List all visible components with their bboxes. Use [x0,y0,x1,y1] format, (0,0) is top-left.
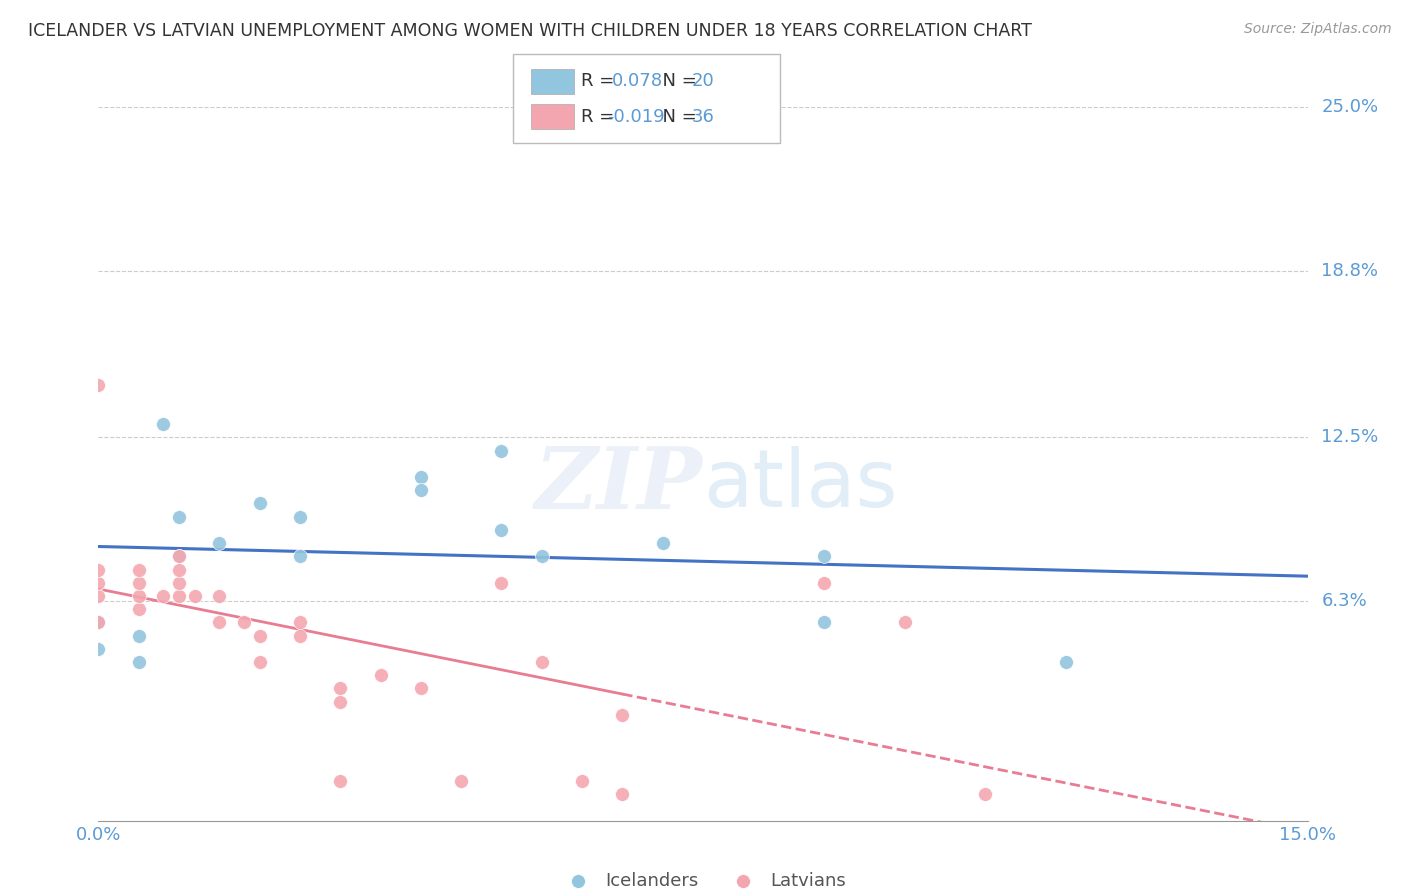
Point [612,707,634,722]
Point [152,589,174,603]
Point [128,563,150,577]
Point [530,655,553,669]
Point [208,536,231,550]
Point [167,563,190,577]
Point [409,681,432,696]
Text: -0.019: -0.019 [607,108,665,126]
Point [491,575,513,590]
Point [1054,655,1077,669]
Point [128,655,150,669]
Point [813,575,835,590]
Text: 6.3%: 6.3% [1322,592,1367,610]
Point [813,615,835,630]
Point [893,615,915,630]
Text: 20: 20 [692,72,714,90]
Text: 12.5%: 12.5% [1322,428,1379,446]
Point [974,787,997,801]
Point [530,549,553,564]
Point [87,641,110,656]
Text: 36: 36 [692,108,714,126]
Legend: Icelanders, Latvians: Icelanders, Latvians [553,865,853,892]
Point [288,549,311,564]
Point [87,563,110,577]
Point [249,629,271,643]
Point [370,668,392,682]
Point [167,549,190,564]
Point [128,629,150,643]
Point [208,615,231,630]
Point [87,377,110,392]
Text: Source: ZipAtlas.com: Source: ZipAtlas.com [1244,22,1392,37]
Text: atlas: atlas [703,446,897,524]
Point [288,615,311,630]
Text: R =: R = [581,72,626,90]
Text: N =: N = [651,108,703,126]
Point [612,787,634,801]
Point [329,774,352,789]
Point [450,774,472,789]
Point [288,509,311,524]
Text: 0.078: 0.078 [612,72,662,90]
Point [329,681,352,696]
Point [128,589,150,603]
Point [208,589,231,603]
Point [249,655,271,669]
Point [409,470,432,484]
Text: R =: R = [581,108,620,126]
Point [87,615,110,630]
Point [128,575,150,590]
Point [87,615,110,630]
Text: 18.8%: 18.8% [1322,262,1378,280]
Point [813,549,835,564]
Text: ZIP: ZIP [536,443,703,527]
Point [128,602,150,616]
Point [571,774,593,789]
Point [152,417,174,432]
Point [167,549,190,564]
Point [491,443,513,458]
Point [232,615,254,630]
Text: ICELANDER VS LATVIAN UNEMPLOYMENT AMONG WOMEN WITH CHILDREN UNDER 18 YEARS CORRE: ICELANDER VS LATVIAN UNEMPLOYMENT AMONG … [28,22,1032,40]
Point [249,496,271,510]
Text: N =: N = [651,72,703,90]
Point [409,483,432,498]
Point [87,589,110,603]
Point [491,523,513,537]
Point [167,589,190,603]
Point [651,536,673,550]
Point [184,589,207,603]
Point [167,509,190,524]
Text: 25.0%: 25.0% [1322,98,1379,116]
Point [87,575,110,590]
Point [329,695,352,709]
Point [167,575,190,590]
Point [288,629,311,643]
